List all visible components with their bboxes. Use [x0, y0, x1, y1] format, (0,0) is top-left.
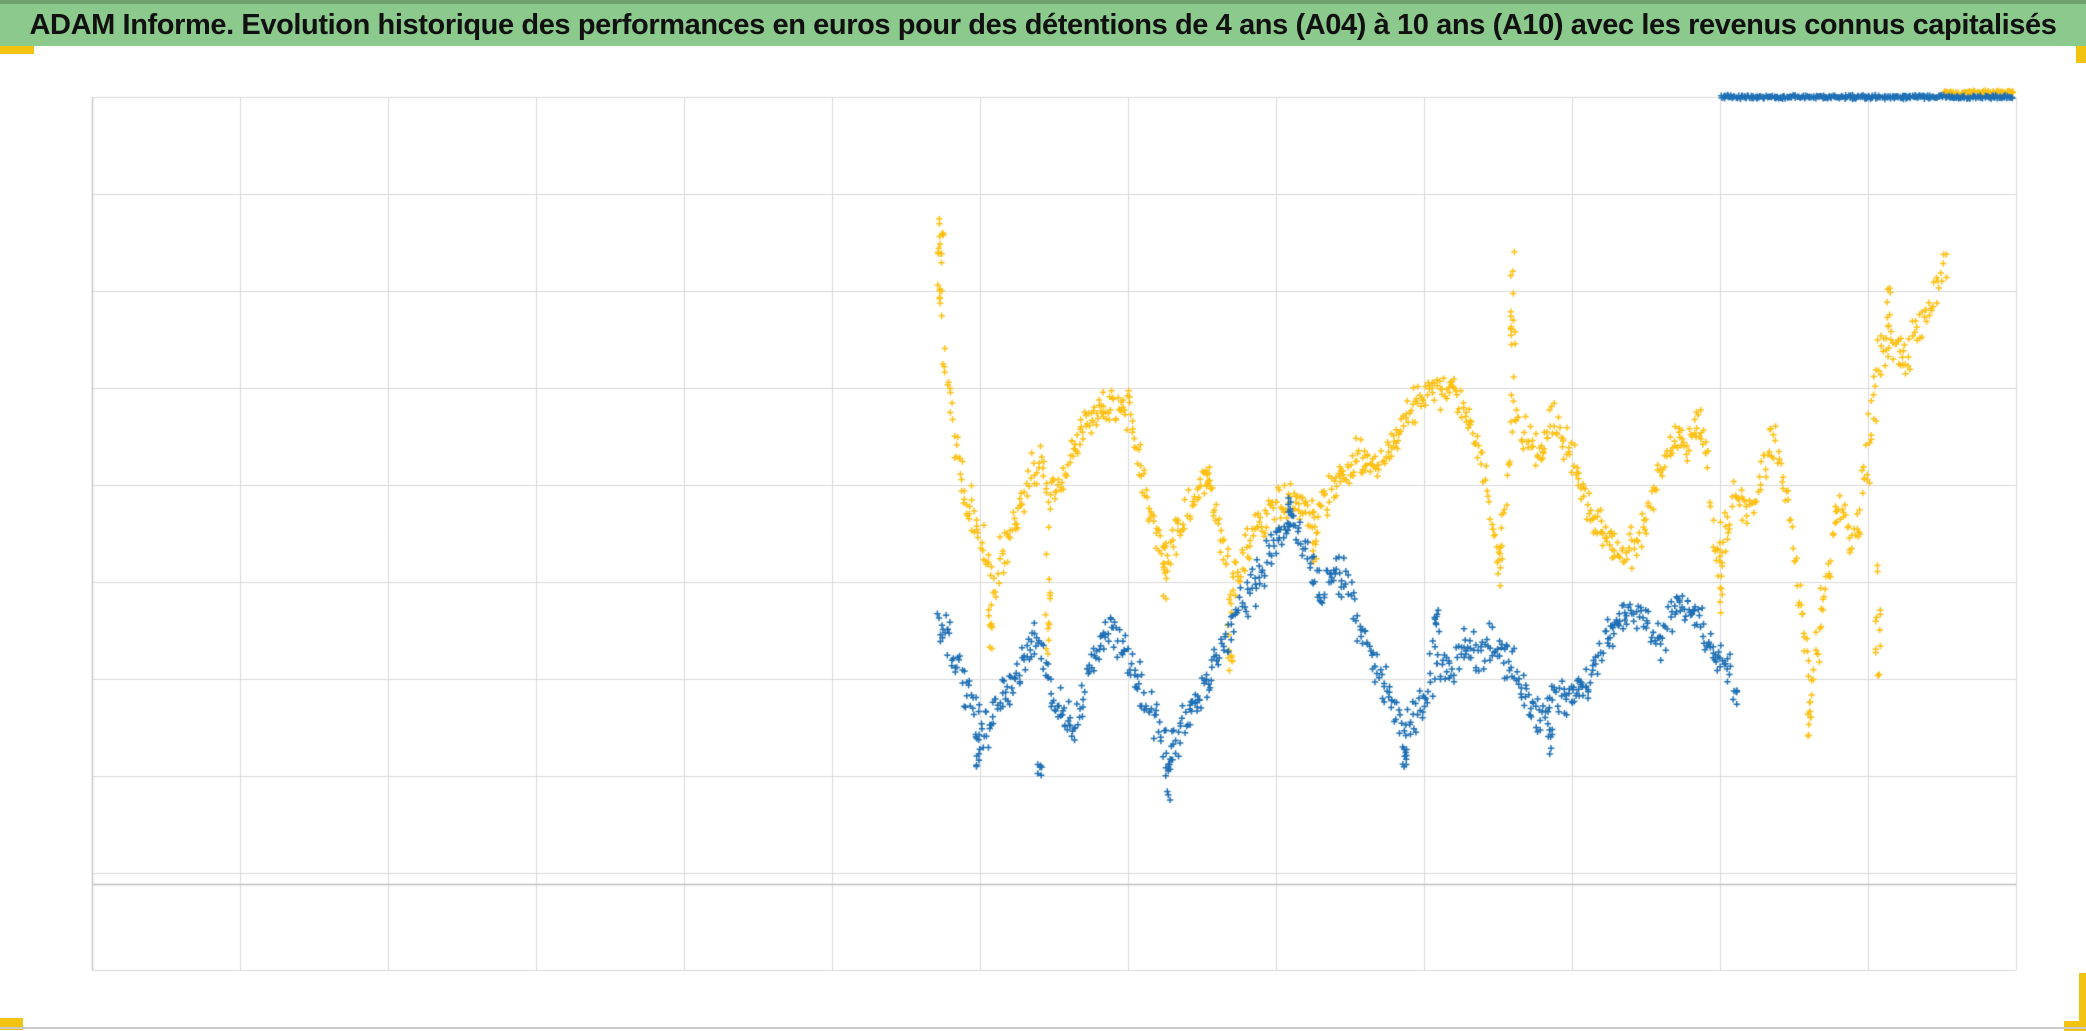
gold-corner-accent-top-right — [2076, 46, 2086, 63]
gold-corner-accent-bottom-right-vertical — [2079, 973, 2086, 1026]
bottom-edge-rule — [0, 1027, 2086, 1029]
gold-corner-accent-top-left — [0, 46, 34, 54]
gold-corner-accent-bottom-right-horizontal — [2064, 1021, 2086, 1031]
